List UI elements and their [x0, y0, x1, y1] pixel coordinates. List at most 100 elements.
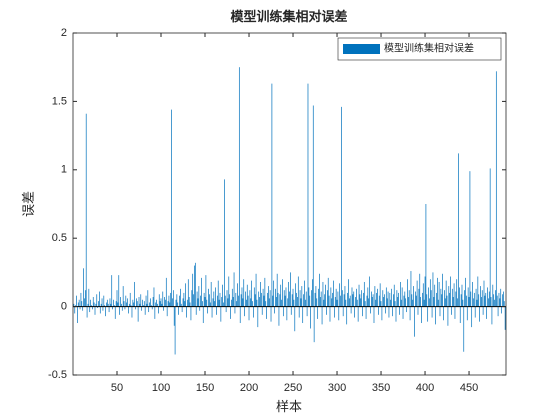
bar — [114, 306, 116, 319]
bar — [240, 294, 242, 307]
x-axis-label: 样本 — [276, 399, 302, 414]
bar — [121, 306, 123, 311]
bar — [332, 292, 333, 307]
bar — [92, 297, 94, 307]
bar — [197, 298, 199, 307]
bar — [101, 298, 103, 307]
bar — [445, 280, 447, 307]
bar — [429, 298, 430, 307]
bar — [104, 305, 106, 307]
bar — [121, 303, 122, 307]
bar — [351, 287, 353, 307]
bar — [444, 290, 445, 307]
bar — [99, 306, 101, 314]
bar — [208, 288, 209, 307]
bar — [400, 299, 402, 307]
bar — [309, 295, 311, 307]
bar — [290, 306, 292, 315]
legend-swatch — [343, 44, 380, 54]
bar — [360, 298, 362, 307]
bar — [225, 306, 227, 313]
bar — [322, 281, 324, 307]
bar — [282, 306, 284, 317]
bar — [467, 287, 469, 307]
bar — [200, 295, 201, 307]
bar — [366, 295, 368, 307]
x-tick-label: 350 — [372, 382, 390, 394]
bar — [155, 302, 157, 307]
bar — [473, 298, 474, 307]
bar — [182, 298, 184, 307]
bar — [146, 303, 148, 307]
bar — [497, 306, 499, 317]
bar — [488, 291, 490, 307]
bar — [403, 295, 405, 307]
bar — [282, 279, 283, 307]
bar — [105, 306, 106, 317]
bar — [213, 291, 215, 307]
bar — [234, 306, 236, 314]
bar — [475, 288, 477, 307]
y-tick-label: 0.5 — [52, 232, 67, 244]
bar — [381, 306, 383, 321]
bar — [198, 286, 200, 307]
bar — [278, 306, 280, 326]
bar — [180, 288, 181, 307]
bar — [124, 306, 126, 310]
bar — [396, 290, 398, 307]
bar — [176, 294, 178, 307]
bar — [81, 301, 83, 307]
bar — [138, 297, 140, 307]
bar — [430, 290, 432, 307]
bar — [435, 306, 436, 325]
bar — [346, 306, 348, 325]
bar — [424, 276, 426, 307]
bar — [96, 294, 98, 307]
bar — [192, 273, 194, 307]
bar — [379, 283, 381, 307]
bar — [428, 287, 429, 307]
bar — [180, 303, 182, 307]
bar — [501, 306, 502, 314]
bar — [348, 298, 350, 307]
bar — [455, 291, 457, 307]
bar — [446, 295, 448, 307]
bar — [177, 302, 179, 307]
bar — [291, 294, 293, 307]
bar — [80, 292, 82, 307]
bar — [389, 292, 391, 307]
bar — [76, 295, 77, 307]
bar — [451, 288, 453, 307]
bar — [315, 286, 317, 307]
bar — [350, 306, 352, 314]
bar — [479, 306, 480, 322]
bar — [357, 306, 359, 322]
bar — [224, 295, 226, 307]
bar — [419, 273, 421, 307]
bar — [246, 299, 247, 307]
bar — [369, 276, 370, 307]
bar — [405, 298, 407, 307]
bar — [320, 291, 322, 307]
bar — [500, 288, 502, 307]
bar — [414, 291, 416, 307]
bar — [125, 295, 127, 307]
bar — [164, 297, 165, 307]
bar — [141, 306, 142, 311]
bar — [134, 281, 135, 307]
bar — [275, 297, 277, 307]
bar — [258, 291, 260, 307]
bar — [498, 292, 500, 307]
bar — [132, 299, 134, 307]
bar — [399, 306, 400, 315]
bar — [354, 306, 355, 318]
bar — [194, 265, 195, 307]
bar — [440, 288, 442, 307]
bar — [382, 290, 384, 307]
bar — [184, 301, 186, 307]
bar — [378, 295, 380, 307]
bar — [251, 280, 253, 307]
bar — [483, 280, 485, 307]
bar — [293, 299, 295, 307]
